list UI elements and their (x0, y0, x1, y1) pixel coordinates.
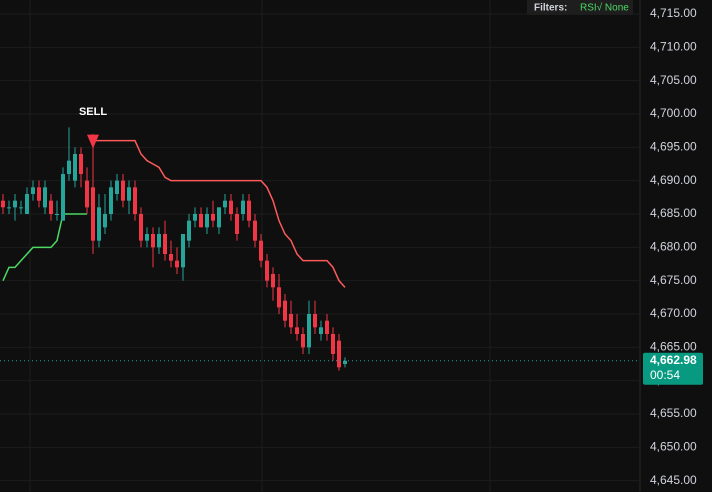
candle-body (187, 220, 191, 241)
y-tick-label: 4,675.00 (650, 273, 697, 287)
candle-body (133, 187, 137, 214)
candle-body (175, 260, 179, 268)
y-tick-label: 4,655.00 (650, 406, 697, 420)
candle-body (325, 320, 329, 334)
candle-body (73, 154, 77, 181)
candle-body (199, 214, 203, 228)
candle-body (1, 200, 5, 208)
candle-body (85, 180, 89, 208)
candle-body (97, 207, 101, 241)
candle-body (19, 207, 23, 209)
candle-body (229, 200, 233, 214)
candle-body (139, 214, 143, 241)
candle-body (253, 220, 257, 241)
y-tick-label: 4,650.00 (650, 440, 697, 454)
candle-body (37, 187, 41, 201)
y-tick-label: 4,680.00 (650, 240, 697, 254)
candle-body (145, 234, 149, 241)
stop-line (93, 139, 346, 288)
y-tick-label: 4,685.00 (650, 206, 697, 220)
last-price-label: 4,662.98 (650, 353, 697, 367)
candle-body (313, 314, 317, 328)
countdown: 00:54 (650, 368, 680, 382)
candle-body (7, 207, 11, 209)
candle-body (319, 327, 323, 334)
y-tick-label: 4,670.00 (650, 306, 697, 320)
candle-body (277, 287, 281, 308)
candle-body (55, 214, 59, 215)
candle-body (205, 214, 209, 228)
candle-body (163, 234, 167, 254)
candle-body (103, 214, 107, 228)
candle-body (13, 200, 17, 208)
stop-line (2, 213, 87, 281)
candle-body (271, 274, 275, 288)
candle-body (115, 180, 119, 194)
y-tick-label: 4,690.00 (650, 173, 697, 187)
candle-body (151, 234, 155, 248)
candle-body (259, 240, 263, 261)
candle-body (295, 327, 299, 334)
candle-body (43, 187, 47, 208)
candle-body (181, 234, 185, 268)
filters-label: Filters: (534, 3, 567, 14)
candle-body (301, 334, 305, 348)
candle-body (211, 214, 215, 221)
candle-body (241, 200, 245, 214)
signal-marker (87, 134, 99, 149)
y-tick-label: 4,710.00 (650, 40, 697, 54)
y-tick-label: 4,695.00 (650, 140, 697, 154)
candle-body (265, 260, 269, 281)
candle-body (307, 314, 311, 348)
candle-body (61, 174, 65, 221)
candle-body (217, 207, 221, 228)
candle-body (283, 300, 287, 321)
candle-body (169, 254, 173, 261)
y-tick-label: 4,665.00 (650, 340, 697, 354)
candle-body (247, 200, 251, 221)
candle-body (193, 214, 197, 221)
candle-body (127, 187, 131, 201)
candle-body (343, 360, 347, 364)
filters-value[interactable]: RSI√ None (580, 2, 629, 14)
candle-body (223, 200, 227, 208)
candle-body (91, 187, 95, 241)
signal-label: SELL (79, 106, 107, 118)
last-price-box (643, 352, 703, 385)
y-tick-label: 4,705.00 (650, 73, 697, 87)
y-tick-label: 4,645.00 (650, 473, 697, 487)
candle-body (109, 187, 113, 214)
candle-body (331, 334, 335, 354)
candle-body (337, 340, 341, 368)
candle-body (49, 200, 53, 214)
y-tick-label: 4,715.00 (650, 6, 697, 20)
candle-body (289, 314, 293, 328)
candle-body (67, 160, 71, 174)
candle-body (79, 154, 83, 174)
candle-body (25, 194, 29, 214)
y-tick-label: 4,700.00 (650, 106, 697, 120)
candle-body (121, 180, 125, 201)
candle-body (31, 187, 35, 194)
candle-body (235, 214, 239, 234)
candle-body (157, 234, 161, 248)
filters-box[interactable] (527, 0, 633, 15)
